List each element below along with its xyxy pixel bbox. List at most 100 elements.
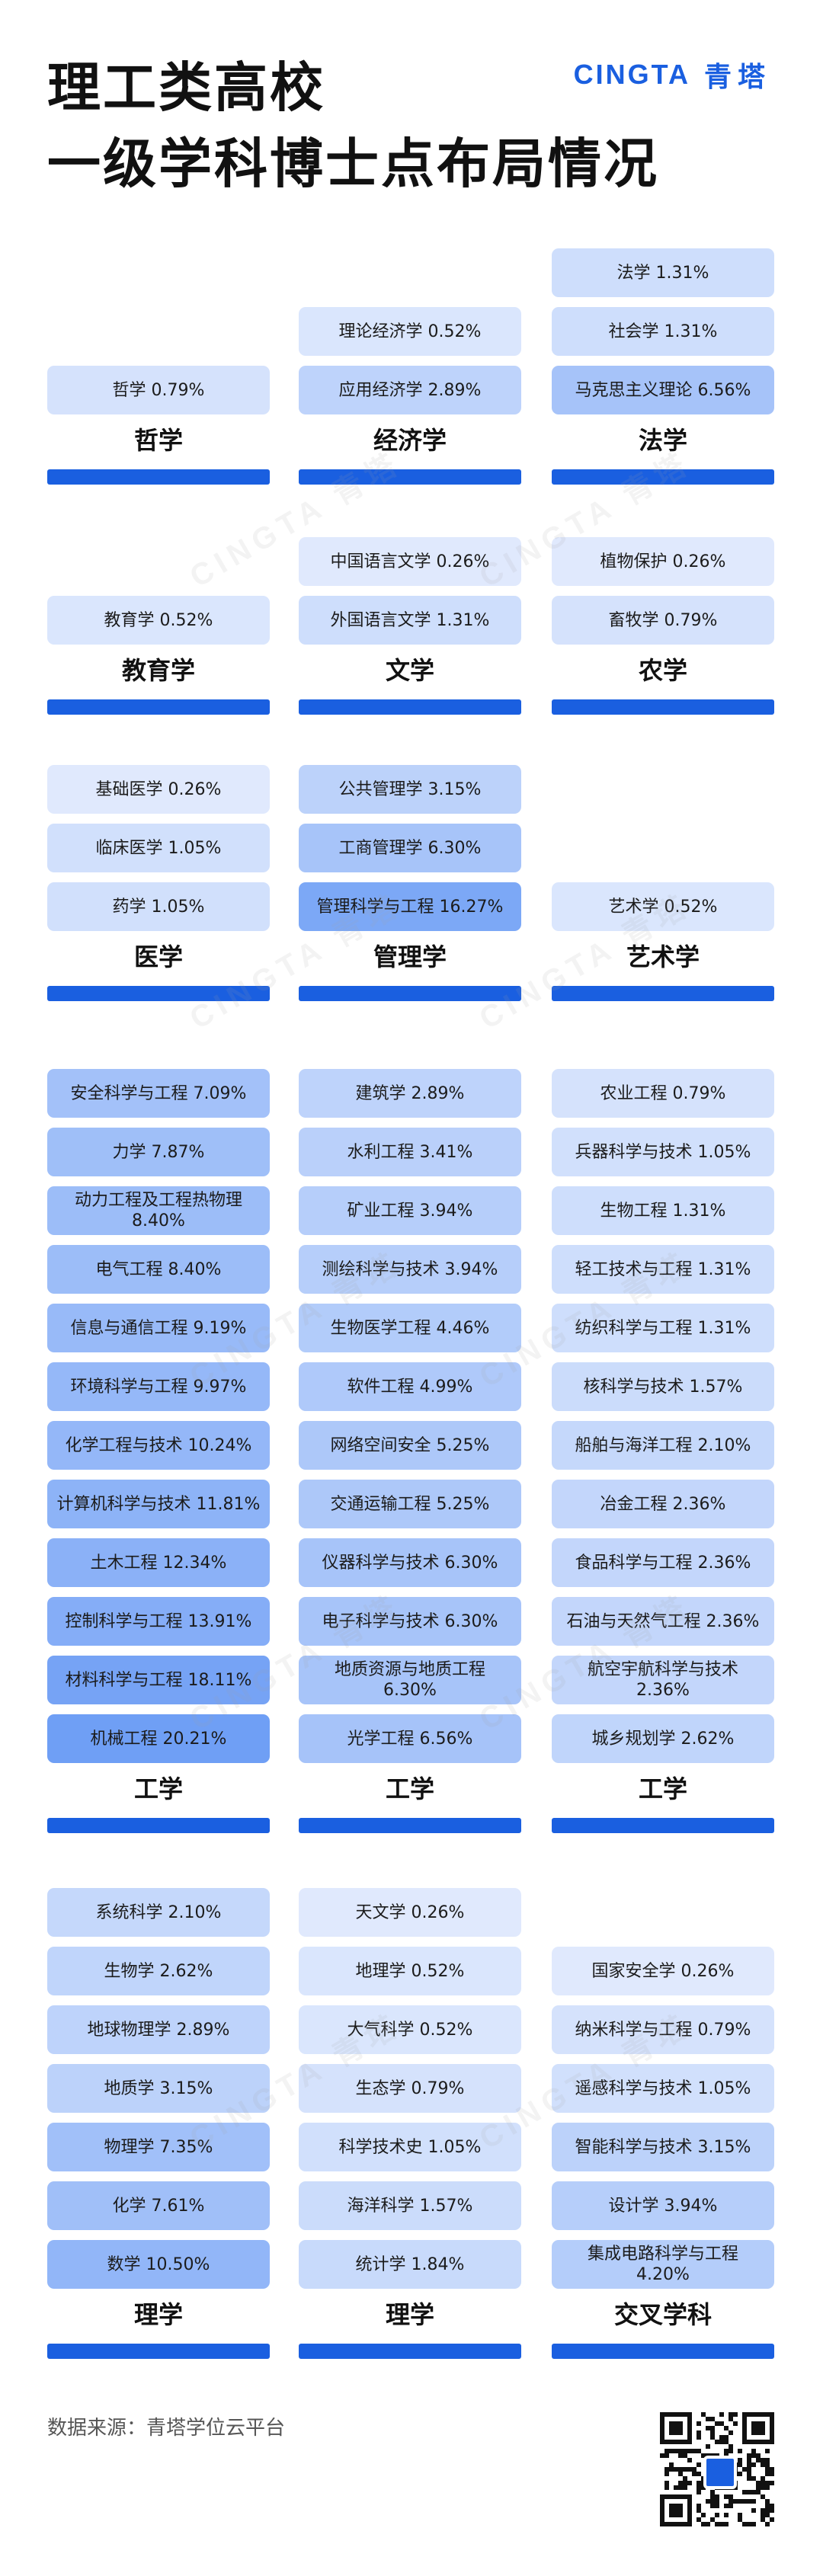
discipline-cell: 中国语言文学 0.26% — [299, 537, 521, 586]
discipline-cell: 石油与天然气工程 2.36% — [552, 1597, 774, 1646]
category-bar — [299, 1818, 521, 1833]
discipline-cell: 地质学 3.15% — [47, 2064, 270, 2113]
discipline-cell: 纺织科学与工程 1.31% — [552, 1304, 774, 1352]
discipline-cell: 物理学 7.35% — [47, 2123, 270, 2171]
discipline-cell: 海洋科学 1.57% — [299, 2181, 521, 2230]
category-column: 基础医学 0.26% 临床医学 1.05% 药学 1.05% 医学 — [47, 763, 270, 1001]
discipline-cell: 管理科学与工程 16.27% — [299, 882, 521, 931]
category-section: 系统科学 2.10% 生物学 2.62% 地球物理学 2.89% 地质学 3.15% 物… — [47, 1882, 774, 2359]
discipline-cell: 设计学 3.94% — [552, 2181, 774, 2230]
discipline-cell: 材料科学与工程 18.11% — [47, 1656, 270, 1704]
category-column: 安全科学与工程 7.09% 力学 7.87% 动力工程及工程热物理 8.40% 电气工… — [47, 1058, 270, 1833]
discipline-cell: 数学 10.50% — [47, 2240, 270, 2289]
discipline-cell: 公共管理学 3.15% — [299, 765, 521, 814]
category-label: 理学 — [133, 2300, 183, 2329]
page-title-line-1: 理工类高校 — [47, 56, 325, 119]
discipline-cell: 地质资源与地质工程 6.30% — [299, 1656, 521, 1704]
discipline-cell: 药学 1.05% — [47, 882, 270, 931]
discipline-cell: 社会学 1.31% — [552, 307, 774, 356]
discipline-cell: 农业工程 0.79% — [552, 1069, 774, 1118]
discipline-cell: 水利工程 3.41% — [299, 1128, 521, 1176]
category-label: 哲学 — [133, 426, 183, 455]
brand-logo: CINGTA 青塔 — [574, 50, 771, 99]
category-label: 教育学 — [121, 656, 195, 685]
discipline-cell: 兵器科学与技术 1.05% — [552, 1128, 774, 1176]
discipline-cell: 建筑学 2.89% — [299, 1069, 521, 1118]
category-column: 天文学 0.26% 地理学 0.52% 大气科学 0.52% 生态学 0.79% 科学技… — [299, 1882, 521, 2359]
discipline-cell: 天文学 0.26% — [299, 1888, 521, 1937]
category-column: 农业工程 0.79% 兵器科学与技术 1.05% 生物工程 1.31% 轻工技术与工程… — [552, 1058, 774, 1833]
discipline-cell: 交通运输工程 5.25% — [299, 1480, 521, 1528]
category-column: 植物保护 0.26% 畜牧学 0.79% 农学 — [552, 535, 774, 715]
category-bar — [47, 986, 270, 1001]
discipline-cell: 生物学 2.62% — [47, 1947, 270, 1995]
discipline-cell: 应用经济学 2.89% — [299, 366, 521, 414]
discipline-cell: 法学 1.31% — [552, 248, 774, 297]
category-label: 工学 — [133, 1774, 183, 1803]
discipline-cell: 理论经济学 0.52% — [299, 307, 521, 356]
category-column: 法学 1.31% 社会学 1.31% 马克思主义理论 6.56% 法学 — [552, 241, 774, 485]
discipline-cell: 生物医学工程 4.46% — [299, 1304, 521, 1352]
discipline-cell: 临床医学 1.05% — [47, 824, 270, 872]
data-source-note: 数据来源：青塔学位云平台 — [47, 2417, 286, 2440]
discipline-cell: 电气工程 8.40% — [47, 1245, 270, 1294]
category-bar — [299, 986, 521, 1001]
category-bar — [552, 699, 774, 715]
category-column: 理论经济学 0.52% 应用经济学 2.89% 经济学 — [299, 241, 521, 485]
category-label: 法学 — [638, 426, 687, 455]
category-label: 交叉学科 — [613, 2300, 712, 2329]
discipline-cell: 植物保护 0.26% — [552, 537, 774, 586]
discipline-cell: 机械工程 20.21% — [47, 1714, 270, 1763]
discipline-cell: 生态学 0.79% — [299, 2064, 521, 2113]
discipline-cell: 国家安全学 0.26% — [552, 1947, 774, 1995]
discipline-cell: 城乡规划学 2.62% — [552, 1714, 774, 1763]
discipline-cell: 畜牧学 0.79% — [552, 596, 774, 645]
category-column: 公共管理学 3.15% 工商管理学 6.30% 管理科学与工程 16.27% 管理学 — [299, 763, 521, 1001]
qr-center-logo — [703, 2456, 737, 2489]
discipline-cell: 轻工技术与工程 1.31% — [552, 1245, 774, 1294]
discipline-cell: 计算机科学与技术 11.81% — [47, 1480, 270, 1528]
discipline-cell: 基础医学 0.26% — [47, 765, 270, 814]
discipline-cell: 网络空间安全 5.25% — [299, 1421, 521, 1470]
discipline-cell: 地球物理学 2.89% — [47, 2005, 270, 2054]
category-column: 建筑学 2.89% 水利工程 3.41% 矿业工程 3.94% 测绘科学与技术 3.9… — [299, 1058, 521, 1833]
discipline-cell: 系统科学 2.10% — [47, 1888, 270, 1937]
category-label: 管理学 — [373, 942, 447, 971]
category-bar — [552, 1818, 774, 1833]
discipline-cell: 仪器科学与技术 6.30% — [299, 1538, 521, 1587]
page-title-line-2: 一级学科博士点布局情况 — [47, 133, 659, 195]
discipline-cell: 冶金工程 2.36% — [552, 1480, 774, 1528]
discipline-cell: 动力工程及工程热物理 8.40% — [47, 1186, 270, 1235]
discipline-cell: 哲学 0.79% — [47, 366, 270, 414]
discipline-cell: 化学 7.61% — [47, 2181, 270, 2230]
discipline-cell: 地理学 0.52% — [299, 1947, 521, 1995]
category-column: 哲学 0.79% 哲学 — [47, 241, 270, 485]
discipline-cell: 矿业工程 3.94% — [299, 1186, 521, 1235]
category-bar — [552, 2344, 774, 2359]
category-column: 国家安全学 0.26% 纳米科学与工程 0.79% 遥感科学与技术 1.05% 智能科… — [552, 1882, 774, 2359]
category-section: 安全科学与工程 7.09% 力学 7.87% 动力工程及工程热物理 8.40% 电气工… — [47, 1058, 774, 1833]
category-label: 理学 — [385, 2300, 434, 2329]
category-label: 文学 — [385, 656, 434, 685]
category-bar — [47, 1818, 270, 1833]
category-section: 教育学 0.52% 教育学 中国语言文学 0.26% 外国语言文学 1.31% 文学 植物… — [47, 535, 774, 715]
discipline-cell: 环境科学与工程 9.97% — [47, 1362, 270, 1411]
discipline-cell: 食品科学与工程 2.36% — [552, 1538, 774, 1587]
category-column: 艺术学 0.52% 艺术学 — [552, 763, 774, 1001]
category-bar — [47, 699, 270, 715]
discipline-cell: 集成电路科学与工程 4.20% — [552, 2240, 774, 2289]
discipline-cell: 土木工程 12.34% — [47, 1538, 270, 1587]
category-column: 教育学 0.52% 教育学 — [47, 535, 270, 715]
discipline-cell: 统计学 1.84% — [299, 2240, 521, 2289]
discipline-cell: 生物工程 1.31% — [552, 1186, 774, 1235]
category-column: 中国语言文学 0.26% 外国语言文学 1.31% 文学 — [299, 535, 521, 715]
category-column: 系统科学 2.10% 生物学 2.62% 地球物理学 2.89% 地质学 3.15% 物… — [47, 1882, 270, 2359]
discipline-cell: 光学工程 6.56% — [299, 1714, 521, 1763]
category-label: 工学 — [638, 1774, 687, 1803]
discipline-cell: 船舶与海洋工程 2.10% — [552, 1421, 774, 1470]
discipline-cell: 测绘科学与技术 3.94% — [299, 1245, 521, 1294]
category-label: 医学 — [133, 942, 183, 971]
discipline-cell: 智能科学与技术 3.15% — [552, 2123, 774, 2171]
category-section: 基础医学 0.26% 临床医学 1.05% 药学 1.05% 医学 公共管理学 3.15… — [47, 763, 774, 1001]
discipline-cell: 教育学 0.52% — [47, 596, 270, 645]
